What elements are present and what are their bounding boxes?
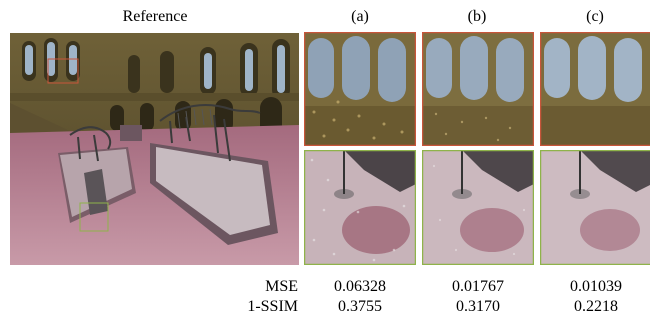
crop-top-a-image [304, 32, 416, 146]
crop-bottom-c-image [540, 150, 650, 265]
metric-name-ssim: 1-SSIM [247, 298, 298, 315]
crop-top-b-image [422, 32, 534, 146]
column-label-a: (a) [351, 8, 369, 25]
metric-ssim-c: 0.2218 [574, 298, 618, 315]
column-label-b: (b) [467, 8, 487, 25]
reference-label: Reference [122, 8, 188, 25]
reference-render-image [10, 33, 299, 265]
metric-name-mse: MSE [265, 278, 298, 295]
column-label-c: (c) [586, 8, 604, 25]
metric-mse-b: 0.01767 [452, 278, 504, 295]
metric-mse-c: 0.01039 [570, 278, 622, 295]
crop-top-c-image [540, 32, 650, 146]
metric-ssim-b: 0.3170 [456, 298, 500, 315]
crop-bottom-a-image [304, 150, 416, 265]
metric-mse-a: 0.06328 [334, 278, 386, 295]
crop-bottom-b-image [422, 150, 534, 265]
metric-ssim-a: 0.3755 [338, 298, 382, 315]
